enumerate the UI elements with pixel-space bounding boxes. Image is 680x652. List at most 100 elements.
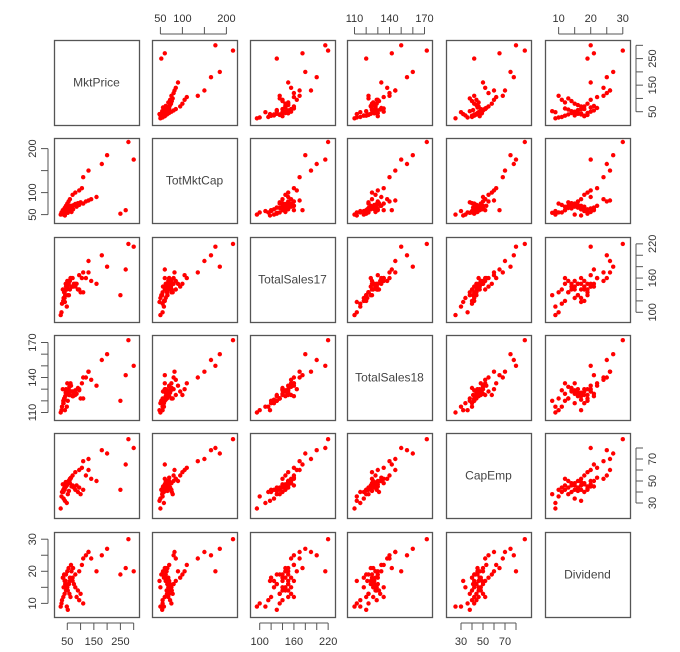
data-point — [562, 476, 568, 481]
x-axis-mktprice: 50 150 250 — [61, 622, 135, 648]
data-point — [566, 200, 571, 205]
scatter-panel-totmktcap-vs-dividend — [544, 137, 632, 225]
data-point — [297, 549, 302, 555]
data-point — [399, 157, 404, 162]
data-point — [286, 479, 291, 485]
data-point — [374, 202, 379, 208]
data-point — [202, 369, 207, 374]
data-point — [491, 369, 497, 374]
data-point — [473, 112, 478, 118]
data-point — [267, 498, 273, 503]
data-point — [291, 475, 297, 480]
data-point — [453, 410, 458, 415]
tick-label: 250 — [111, 636, 129, 648]
variable-label: MktPrice — [73, 76, 120, 90]
data-point — [604, 253, 609, 258]
data-point — [585, 290, 590, 295]
data-point — [588, 43, 593, 48]
data-point — [274, 392, 279, 398]
data-point — [283, 473, 288, 478]
data-point — [424, 48, 429, 53]
data-point — [611, 352, 616, 357]
data-point — [62, 578, 68, 584]
data-point — [497, 208, 502, 213]
data-point — [575, 281, 581, 286]
data-point — [162, 476, 167, 481]
data-point — [274, 109, 279, 114]
diagonal-panel-capemp: CapEmp — [445, 432, 533, 520]
data-point — [461, 408, 466, 413]
data-point — [167, 478, 172, 484]
data-point — [486, 375, 491, 380]
data-point — [358, 604, 363, 609]
data-point — [352, 506, 357, 511]
data-point — [566, 396, 571, 401]
data-point — [280, 388, 285, 393]
data-point — [484, 105, 489, 111]
data-point — [494, 562, 499, 568]
data-point — [582, 473, 587, 478]
panel-frame — [249, 531, 337, 619]
data-point — [475, 565, 480, 571]
data-point — [286, 572, 291, 577]
data-point — [167, 97, 173, 103]
data-point — [550, 210, 555, 215]
data-point — [585, 387, 590, 392]
data-point — [578, 275, 584, 281]
panel-frame — [346, 39, 434, 127]
data-point — [184, 381, 189, 386]
tick-label: 50 — [647, 106, 659, 118]
data-point — [389, 267, 394, 272]
data-point — [575, 293, 581, 298]
data-point — [162, 267, 167, 272]
data-point — [167, 475, 172, 480]
data-point — [173, 392, 178, 398]
data-point — [604, 161, 609, 167]
data-point — [361, 113, 366, 118]
data-point — [213, 363, 218, 368]
data-point — [572, 483, 577, 488]
data-point — [393, 168, 398, 173]
data-point — [582, 482, 587, 487]
data-point — [61, 295, 66, 301]
data-point — [65, 210, 71, 215]
data-point — [366, 591, 371, 596]
data-point — [375, 188, 380, 193]
data-point — [78, 492, 83, 497]
data-point — [104, 546, 110, 551]
data-point — [86, 456, 91, 462]
data-point — [379, 562, 384, 568]
data-point — [213, 43, 218, 48]
data-point — [368, 103, 373, 109]
data-point — [569, 481, 574, 486]
data-point — [178, 575, 183, 580]
data-point — [385, 278, 390, 284]
data-point — [566, 96, 571, 101]
data-point — [393, 88, 398, 93]
data-point — [94, 281, 99, 286]
data-point — [158, 506, 163, 511]
data-point — [180, 572, 185, 577]
data-point — [74, 391, 79, 396]
data-point — [283, 569, 288, 574]
data-point — [217, 264, 222, 269]
data-point — [556, 396, 561, 401]
data-point — [566, 492, 571, 497]
data-point — [562, 208, 568, 213]
data-point — [585, 470, 590, 475]
data-point — [470, 205, 476, 210]
data-point — [591, 207, 597, 212]
data-point — [513, 244, 519, 249]
data-point — [68, 383, 74, 388]
data-point — [160, 572, 165, 577]
data-point — [480, 80, 486, 85]
data-point — [123, 565, 128, 571]
data-point — [601, 85, 606, 91]
data-point — [99, 553, 105, 558]
diagonal-panel-totalsales17: TotalSales17 — [249, 236, 337, 324]
data-point — [374, 97, 379, 103]
data-point — [582, 489, 587, 495]
data-point — [467, 210, 472, 215]
data-point — [611, 153, 616, 158]
tick-label: 100 — [251, 636, 269, 648]
